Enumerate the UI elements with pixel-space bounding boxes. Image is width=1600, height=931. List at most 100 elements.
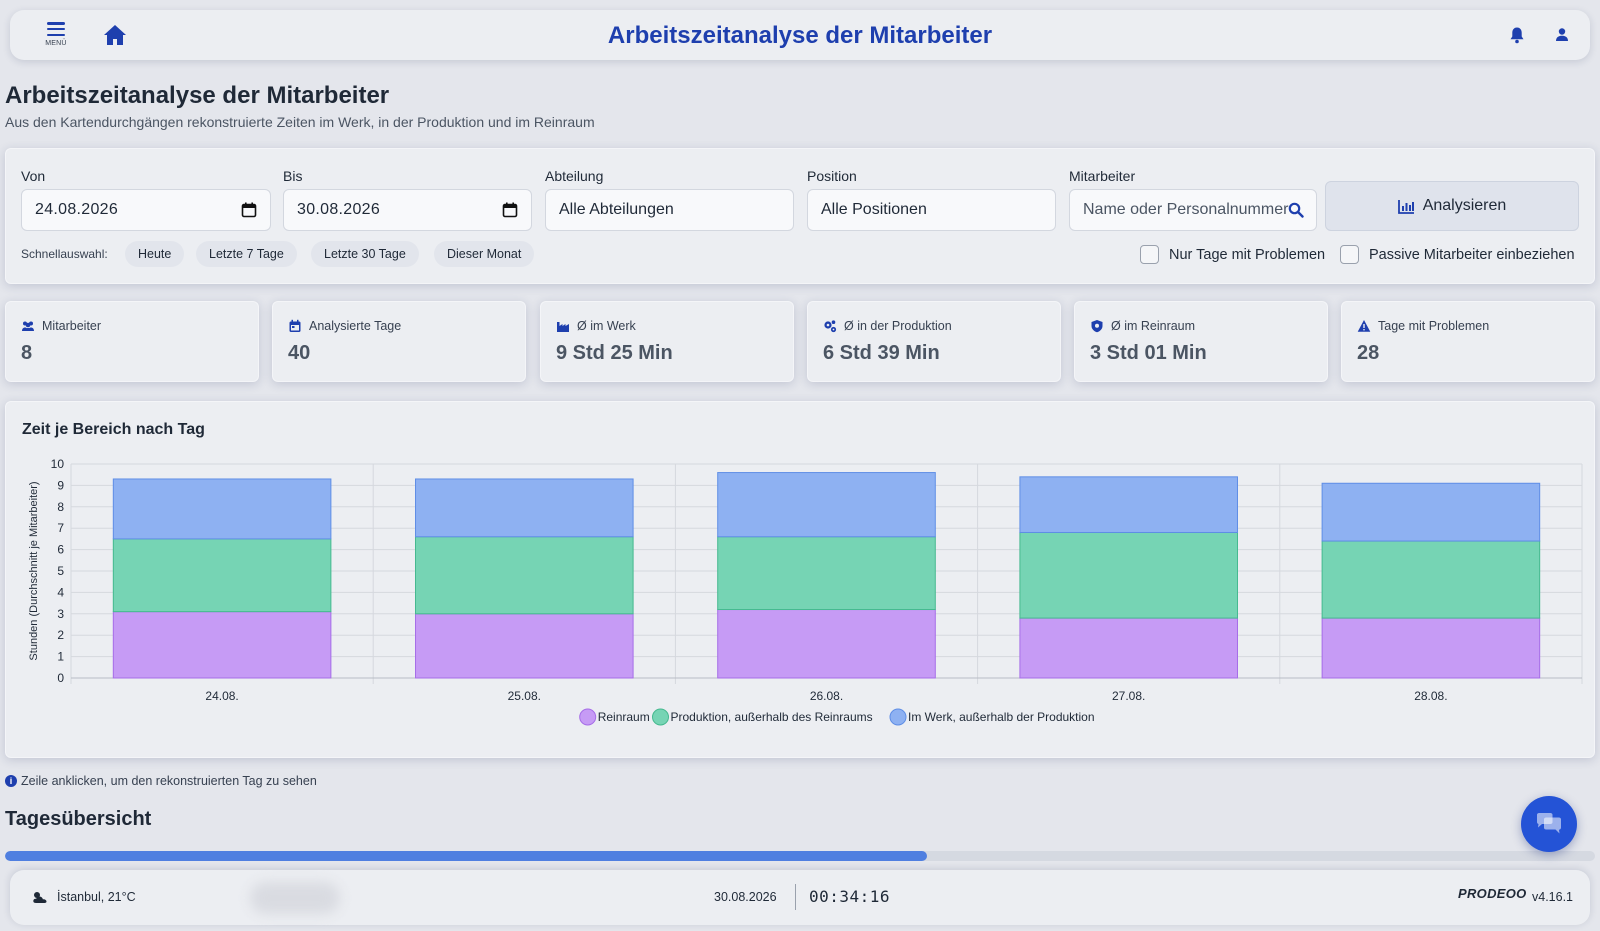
y-tick-label: 2 — [57, 628, 64, 642]
quick-last-7-days-chip[interactable]: Letzte 7 Tage — [196, 241, 297, 267]
legend-label: Reinraum — [598, 710, 650, 724]
gears-icon — [824, 320, 837, 333]
include-passive-checkbox[interactable]: Passive Mitarbeiter einbeziehen — [1340, 245, 1575, 264]
section-title-daily-overview: Tagesübersicht — [5, 808, 152, 830]
x-tick-label: 26.08. — [810, 689, 843, 703]
y-tick-label: 4 — [57, 585, 64, 599]
y-tick-label: 6 — [57, 543, 64, 557]
chart-card: Zeit je Bereich nach Tag 0 1 2 3 4 5 6 7 8 9 10 Stu… — [5, 401, 1595, 758]
checkbox-box[interactable] — [1140, 245, 1159, 264]
bar-segment — [1019, 476, 1238, 533]
bar-segment — [415, 613, 634, 679]
bar-segment — [1321, 482, 1541, 542]
footer-clock: 00:34:16 — [809, 887, 891, 906]
bar-segment — [112, 611, 332, 679]
problems-only-checkbox[interactable]: Nur Tage mit Problemen — [1140, 245, 1325, 264]
employee-search-input[interactable]: Name oder Personalnummer — [1069, 189, 1317, 231]
x-tick-label: 28.08. — [1414, 689, 1447, 703]
chat-bubbles-icon — [1537, 813, 1561, 834]
home-icon[interactable] — [103, 24, 127, 46]
stat-value: 9 Std 25 Min — [556, 342, 673, 364]
legend-label: Produktion, außerhalb des Reinraums — [671, 710, 873, 724]
bar-segment — [1321, 540, 1541, 619]
stat-label: Mitarbeiter — [42, 319, 102, 333]
y-tick-label: 10 — [51, 457, 65, 471]
x-tick-label: 24.08. — [205, 689, 238, 703]
page-title: Arbeitszeitanalyse der Mitarbeiter — [5, 82, 390, 109]
stat-label: Ø im Werk — [577, 319, 636, 333]
chart-title: Zeit je Bereich nach Tag — [22, 421, 205, 438]
y-tick-label: 0 — [57, 671, 64, 685]
cloud-sun-icon — [33, 892, 47, 903]
bar-segment — [112, 538, 332, 613]
legend-swatch — [579, 708, 597, 726]
calendar-icon[interactable] — [241, 202, 257, 218]
weather-widget: İstanbul, 21°C — [31, 890, 136, 904]
bar-segment — [717, 472, 936, 538]
bell-icon[interactable] — [1508, 26, 1526, 44]
position-select[interactable]: Alle Positionen — [807, 189, 1056, 231]
footer-date: 30.08.2026 — [714, 890, 777, 904]
stat-label: Ø im Reinraum — [1111, 319, 1196, 333]
shield-icon — [1091, 320, 1103, 333]
bar-segment — [1321, 617, 1541, 679]
warning-icon — [1357, 320, 1371, 332]
page-subtitle: Aus den Kartendurchgängen rekonstruierte… — [5, 114, 595, 130]
y-axis-label: Stunden (Durchschnitt je Mitarbeiter) — [28, 481, 40, 660]
app-title: Arbeitszeitanalyse der Mitarbeiter — [607, 22, 993, 49]
stat-value: 8 — [21, 342, 33, 364]
y-tick-label: 3 — [57, 607, 64, 621]
y-tick-label: 5 — [57, 564, 64, 578]
from-date-input[interactable]: 24.08.2026 — [21, 189, 271, 231]
analyze-button[interactable]: Analysieren — [1325, 181, 1579, 231]
chat-button[interactable] — [1521, 796, 1577, 852]
bar-chart-icon — [1397, 199, 1414, 214]
y-tick-label: 1 — [57, 650, 64, 664]
x-tick-label: 27.08. — [1112, 689, 1145, 703]
stat-value: 40 — [288, 342, 311, 364]
bar-segment — [1019, 531, 1238, 619]
menu-label: MENÜ — [45, 40, 67, 47]
stat-label: Ø in der Produktion — [844, 319, 952, 333]
row-click-hint: i Zeile anklicken, um den rekonstruierte… — [5, 774, 317, 788]
search-icon[interactable] — [1288, 202, 1304, 218]
stat-value: 3 Std 01 Min — [1090, 342, 1207, 364]
quick-this-month-chip[interactable]: Dieser Monat — [434, 241, 535, 267]
stat-card-problem-days: Tage mit Problemen 28 — [1341, 301, 1595, 382]
user-icon[interactable] — [1554, 26, 1570, 44]
checkbox-box[interactable] — [1340, 245, 1359, 264]
stat-value: 28 — [1357, 342, 1380, 364]
quick-today-chip[interactable]: Heute — [125, 241, 185, 267]
x-tick-label: 25.08. — [508, 689, 541, 703]
calendar-icon[interactable] — [502, 202, 518, 218]
bar-segment — [415, 478, 634, 538]
divider — [795, 884, 796, 910]
stat-card-avg-cleanroom: Ø im Reinraum 3 Std 01 Min — [1074, 301, 1328, 382]
prodeoo-logo: PRODEOO — [1458, 886, 1527, 901]
department-select[interactable]: Alle Abteilungen — [545, 189, 794, 231]
bar-segment — [1019, 617, 1238, 679]
position-label: Position — [807, 168, 857, 184]
y-tick-label: 8 — [57, 500, 64, 514]
top-bar: MENÜ Arbeitszeitanalyse der Mitarbeiter — [10, 10, 1590, 60]
y-tick-label: 7 — [57, 521, 64, 535]
menu-button[interactable]: MENÜ — [42, 20, 70, 52]
y-tick-label: 9 — [57, 478, 64, 492]
progress-fill — [5, 851, 928, 861]
quick-last-30-days-chip[interactable]: Letzte 30 Tage — [311, 241, 419, 267]
info-icon: i — [5, 775, 17, 787]
stat-value: 6 Std 39 Min — [823, 342, 940, 364]
users-icon — [22, 321, 34, 331]
hamburger-icon — [47, 22, 65, 36]
stat-card-avg-production: Ø in der Produktion 6 Std 39 Min — [807, 301, 1061, 382]
legend-label: Im Werk, außerhalb der Produktion — [908, 710, 1095, 724]
bar-segment — [112, 478, 332, 540]
stat-label: Tage mit Problemen — [1378, 319, 1490, 333]
to-date-input[interactable]: 30.08.2026 — [283, 189, 532, 231]
blurred-area — [250, 882, 340, 914]
legend-swatch — [652, 708, 669, 726]
from-label: Von — [21, 168, 46, 184]
stat-label: Analysierte Tage — [309, 319, 402, 333]
employee-label: Mitarbeiter — [1069, 168, 1136, 184]
stat-card-employees: Mitarbeiter 8 — [5, 301, 259, 382]
